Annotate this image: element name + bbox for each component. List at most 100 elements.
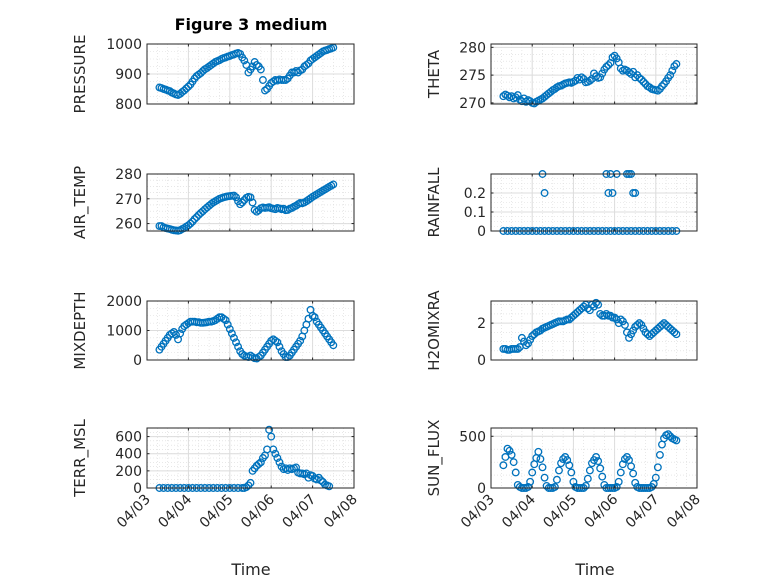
y-tick-label: 280 (459, 40, 486, 56)
data-point (329, 180, 338, 189)
x-tick-label: 04/06 (238, 491, 278, 531)
y-tick-label: 0.1 (464, 205, 486, 221)
y-tick-label: 800 (115, 97, 142, 113)
data-point (219, 314, 228, 323)
data-point (563, 456, 572, 465)
data-point (310, 313, 319, 322)
x-tick-label: 04/04 (155, 491, 195, 531)
data-point (565, 461, 574, 470)
x-tick-label: 04/04 (499, 491, 539, 531)
y-tick-label: 280 (115, 167, 142, 183)
data-point (526, 477, 535, 486)
data-point (559, 455, 568, 463)
data-point (229, 191, 238, 200)
data-point (540, 473, 549, 482)
y-tick-label: 270 (459, 96, 486, 112)
data-point (579, 302, 588, 311)
data-point (670, 328, 679, 337)
data-point (242, 483, 251, 492)
y-tick-label: 1000 (106, 37, 142, 53)
y-axis-label: THETA (425, 49, 443, 99)
data-point (633, 321, 642, 329)
y-tick-label: 0.2 (464, 186, 486, 202)
subplot-4: 0 1000 2000 MIXDEPTH (71, 291, 355, 370)
data-point (229, 333, 238, 342)
axes-box (490, 300, 698, 361)
y-tick-label: 0 (477, 481, 486, 497)
y-tick-label: 270 (115, 192, 142, 208)
data-point (569, 477, 578, 486)
data-point (271, 449, 280, 458)
data-point (329, 341, 338, 350)
data-point (225, 325, 234, 333)
data-point (182, 84, 191, 93)
data-point (592, 298, 601, 307)
data-point (608, 53, 617, 62)
data-point (635, 73, 644, 82)
data-point (581, 481, 590, 490)
y-tick-label: 0 (477, 224, 486, 240)
data-point (503, 91, 512, 100)
data-point (670, 62, 679, 71)
data-point (269, 445, 278, 454)
y-tick-label: 2 (477, 316, 486, 332)
data-point (631, 478, 640, 487)
data-point (513, 344, 522, 353)
y-tick-label: 275 (459, 68, 486, 84)
data-point (618, 460, 627, 469)
data-point (666, 71, 675, 80)
figure-title: Figure 3 medium (175, 15, 328, 34)
data-point (325, 482, 334, 491)
x-axis-label-right: Time (574, 560, 614, 579)
y-axis-label: TERR_MSL (71, 418, 90, 497)
y-tick-label: 1000 (106, 324, 142, 340)
data-point (567, 468, 576, 477)
data-point (614, 477, 623, 486)
data-point (592, 453, 601, 461)
data-point (577, 73, 586, 82)
x-tick-label: 04/05 (540, 492, 580, 532)
data-point (557, 459, 565, 468)
x-tick-label: 04/08 (321, 492, 361, 532)
y-tick-label: 0 (477, 353, 486, 369)
data-point (302, 61, 311, 69)
axes-box (490, 427, 698, 489)
y-axis-label: H2OMIXRA (425, 290, 443, 371)
data-point (668, 66, 677, 75)
data-point (637, 75, 646, 84)
y-tick-label: 2000 (106, 294, 142, 310)
data-point (503, 444, 512, 453)
data-point (653, 86, 662, 95)
data-point (596, 73, 605, 82)
data-point (575, 75, 584, 84)
data-point (511, 468, 520, 477)
data-point (653, 463, 662, 472)
subplot-1: 270 275 280 THETA (425, 40, 698, 112)
subplot-7: 0 500 SUN_FLUX 04/03 04/04 04/05 04/06 04/07 04/… (425, 420, 704, 532)
data-point (602, 62, 611, 71)
data-point (252, 61, 261, 69)
x-tick-label: 04/05 (197, 492, 237, 532)
x-axis-label-left: Time (230, 560, 270, 579)
y-axis-label: PRESSURE (71, 35, 89, 114)
x-tick-label: 04/06 (582, 491, 622, 531)
data-point (254, 460, 263, 468)
data-point (583, 474, 592, 483)
data-point (308, 311, 317, 320)
data-point (499, 461, 508, 470)
data-point (594, 457, 603, 466)
data-point (655, 450, 664, 459)
data-point (631, 189, 640, 197)
data-point (522, 341, 530, 350)
data-point (273, 454, 282, 462)
data-point (585, 76, 594, 85)
x-tick-label: 04/08 (664, 492, 704, 532)
y-tick-label: 200 (115, 464, 142, 480)
data-point (645, 83, 654, 92)
data-point (258, 76, 267, 84)
data-point (236, 200, 245, 209)
axes-box (146, 427, 355, 489)
data-point (232, 193, 240, 202)
